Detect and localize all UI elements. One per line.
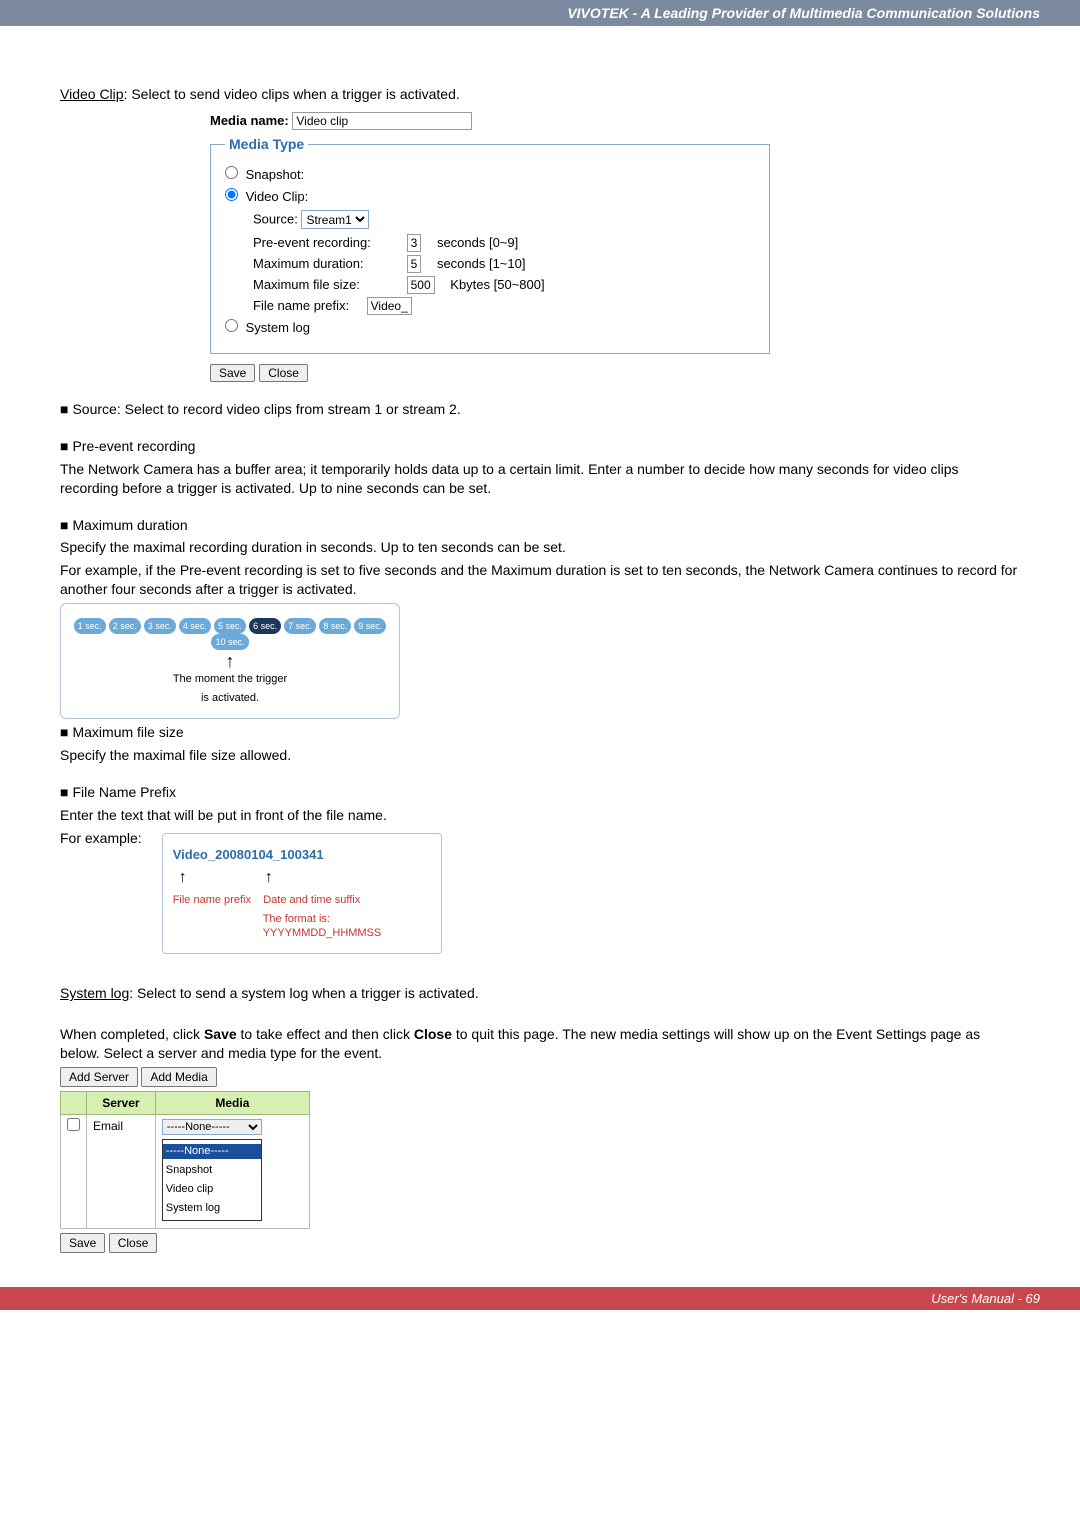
maxdur-head: Maximum duration [72, 517, 187, 533]
header-bar: VIVOTEK - A Leading Provider of Multimed… [0, 0, 1080, 26]
timeline-diagram: 1 sec. 2 sec. 3 sec. 4 sec. 5 sec. 6 sec… [60, 603, 400, 719]
for-example: For example: [60, 829, 142, 848]
preevent-range: seconds [0~9] [437, 235, 518, 250]
format-label: The format is: YYYYMMDD_HHMMSS [173, 912, 431, 942]
maxsize-head: Maximum file size [72, 724, 183, 740]
maxdur-input[interactable]: 5 [407, 255, 422, 273]
prefix-example-diagram: Video_20080104_100341 ↑ ↑ File name pref… [162, 833, 442, 955]
save-button[interactable]: Save [210, 364, 255, 382]
form-buttons: Save Close [210, 364, 1020, 382]
email-checkbox[interactable] [67, 1118, 80, 1131]
timeline-caption1: The moment the trigger [67, 672, 393, 687]
save-button[interactable]: Save [60, 1233, 105, 1253]
media-select[interactable]: -----None----- [162, 1119, 262, 1135]
date-suffix-label: Date and time suffix [263, 894, 360, 906]
source-label: Source: [253, 212, 298, 227]
media-name-row: Media name: Video clip [210, 112, 770, 130]
snapshot-label: Snapshot: [246, 167, 305, 182]
arrow-icon: ↑ [259, 867, 279, 889]
pill: 8 sec. [319, 618, 351, 634]
pill: 4 sec. [179, 618, 211, 634]
pill: 6 sec. [249, 618, 281, 634]
maxdur-range: seconds [1~10] [437, 256, 526, 271]
close-button[interactable]: Close [259, 364, 308, 382]
prefix-label: File name prefix [173, 894, 251, 906]
dropdown-option[interactable]: Snapshot [163, 1163, 261, 1178]
video-clip-label: Video Clip [60, 86, 124, 102]
systemlog-row: System log [225, 319, 755, 335]
media-select-dropdown[interactable]: -----None----- Snapshot Video clip Syste… [162, 1139, 262, 1220]
maxsize-input[interactable]: 500 [407, 276, 435, 294]
media-name-input[interactable]: Video clip [292, 112, 472, 130]
dropdown-option[interactable]: System log [163, 1201, 261, 1216]
footer: User's Manual - 69 [0, 1287, 1080, 1310]
media-head: Media [155, 1092, 309, 1115]
body-text: ■Source: Select to record video clips fr… [60, 400, 1020, 1253]
prefix-example-title: Video_20080104_100341 [173, 846, 431, 864]
event-table: Server Media Email -----None----- -----N… [60, 1091, 310, 1229]
preevent-input[interactable]: 3 [407, 234, 422, 252]
dropdown-option[interactable]: Video clip [163, 1182, 261, 1197]
preevent-label: Pre-event recording: [253, 235, 403, 250]
systemlog-text: : Select to send a system log when a tri… [129, 985, 478, 1001]
maxsize-label: Maximum file size: [253, 277, 403, 292]
media-form: Media name: Video clip Media Type Snapsh… [210, 112, 770, 354]
video-clip-intro: Video Clip: Select to send video clips w… [60, 86, 1020, 102]
event-settings-box: Add Server Add Media Server Media Email … [60, 1067, 310, 1253]
media-type-fieldset: Media Type Snapshot: Video Clip: Source:… [210, 136, 770, 354]
media-name-label: Media name: [210, 113, 289, 128]
fileprefix-body: Enter the text that will be put in front… [60, 806, 1020, 825]
systemlog-label: System log [246, 320, 310, 335]
systemlog-radio[interactable] [225, 319, 238, 332]
bullet-icon: ■ [60, 517, 68, 533]
source-bullet: Source: Select to record video clips fro… [72, 401, 460, 417]
source-select[interactable]: Stream1 [301, 210, 369, 229]
maxdur-label: Maximum duration: [253, 256, 403, 271]
page-number: User's Manual - 69 [931, 1291, 1040, 1306]
bullet-icon: ■ [60, 438, 68, 454]
systemlog-underline: System log [60, 985, 129, 1001]
bullet-icon: ■ [60, 401, 68, 417]
pill: 2 sec. [109, 618, 141, 634]
fileprefix-input[interactable]: Video_ [367, 297, 412, 315]
maxdur-body1: Specify the maximal recording duration i… [60, 538, 1020, 557]
preevent-body: The Network Camera has a buffer area; it… [60, 460, 1020, 498]
fileprefix-head: File Name Prefix [72, 784, 175, 800]
email-label: Email [87, 1115, 156, 1228]
snapshot-radio[interactable] [225, 166, 238, 179]
media-type-legend: Media Type [225, 136, 308, 152]
header-title: VIVOTEK - A Leading Provider of Multimed… [567, 5, 1040, 21]
pill: 9 sec. [354, 618, 386, 634]
pill: 10 sec. [211, 634, 248, 650]
page-content: Video Clip: Select to send video clips w… [0, 26, 1080, 1287]
pill: 7 sec. [284, 618, 316, 634]
completion-paragraph: When completed, click Save to take effec… [60, 1025, 1020, 1063]
add-media-button[interactable]: Add Media [141, 1067, 216, 1087]
videoclip-label: Video Clip: [246, 189, 309, 204]
maxdur-body2: For example, if the Pre-event recording … [60, 561, 1020, 599]
fileprefix-label: File name prefix: [253, 298, 363, 313]
pill: 3 sec. [144, 618, 176, 634]
video-clip-text: : Select to send video clips when a trig… [124, 86, 460, 102]
pill: 5 sec. [214, 618, 246, 634]
server-head: Server [87, 1092, 156, 1115]
maxsize-body: Specify the maximal file size allowed. [60, 746, 1020, 765]
close-button[interactable]: Close [109, 1233, 158, 1253]
videoclip-subinputs: Source: Stream1 Pre-event recording: 3 s… [253, 210, 755, 313]
dropdown-option[interactable]: -----None----- [163, 1144, 261, 1159]
bullet-icon: ■ [60, 784, 68, 800]
maxsize-range: Kbytes [50~800] [450, 277, 544, 292]
snapshot-row: Snapshot: [225, 166, 755, 182]
bullet-icon: ■ [60, 724, 68, 740]
preevent-head: Pre-event recording [72, 438, 195, 454]
timeline-caption2: is activated. [67, 691, 393, 706]
arrow-icon: ↑ [67, 654, 393, 668]
videoclip-radio[interactable] [225, 188, 238, 201]
videoclip-row: Video Clip: [225, 188, 755, 204]
add-server-button[interactable]: Add Server [60, 1067, 138, 1087]
arrow-icon: ↑ [173, 867, 193, 889]
pill: 1 sec. [74, 618, 106, 634]
